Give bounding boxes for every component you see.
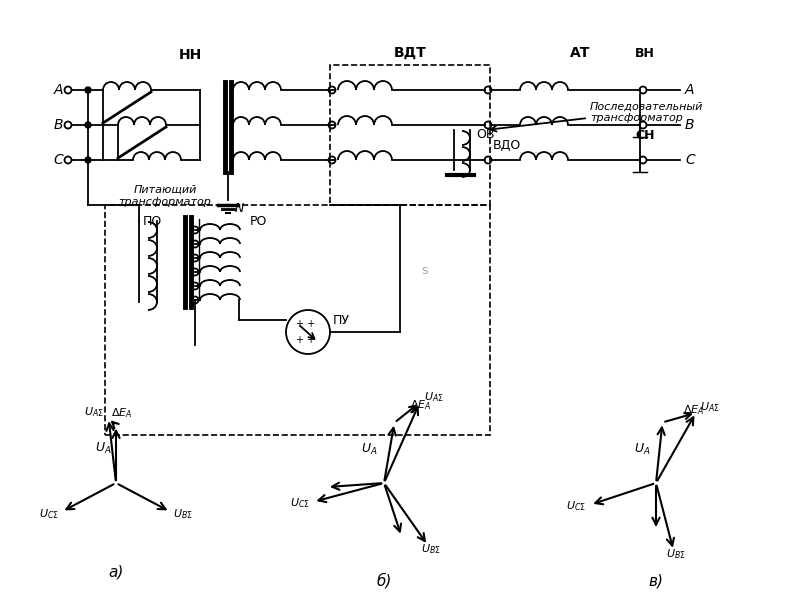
Text: ПО: ПО <box>142 215 162 228</box>
Text: A: A <box>54 83 63 97</box>
Text: B: B <box>54 118 63 132</box>
Text: $U_{B\Sigma}$: $U_{B\Sigma}$ <box>173 507 193 521</box>
Text: $U_{C\Sigma}$: $U_{C\Sigma}$ <box>290 496 310 510</box>
Text: НН: НН <box>178 48 202 62</box>
Text: а): а) <box>108 565 124 580</box>
Text: $U_{C\Sigma}$: $U_{C\Sigma}$ <box>39 507 59 521</box>
Text: N: N <box>235 202 244 215</box>
Text: ПУ: ПУ <box>333 313 350 326</box>
Text: A: A <box>685 83 694 97</box>
Text: $U_{B\Sigma}$: $U_{B\Sigma}$ <box>421 542 441 556</box>
Text: $U_{A\Sigma}$: $U_{A\Sigma}$ <box>700 400 720 414</box>
Bar <box>330 65 490 205</box>
Text: ВДТ: ВДТ <box>394 46 426 60</box>
Text: $U_A$: $U_A$ <box>634 442 650 457</box>
Text: C: C <box>685 153 694 167</box>
Text: СН: СН <box>635 129 654 142</box>
Text: $\Delta E_A$: $\Delta E_A$ <box>410 398 432 412</box>
Text: Последовательный
трансформатор: Последовательный трансформатор <box>590 101 703 123</box>
Text: в): в) <box>649 573 663 588</box>
Text: ВДО: ВДО <box>493 139 522 152</box>
Text: $\Delta E_A$: $\Delta E_A$ <box>682 403 704 417</box>
Text: $U_A$: $U_A$ <box>361 442 378 457</box>
Text: + +: + + <box>296 335 315 345</box>
Text: $U_{C\Sigma}$: $U_{C\Sigma}$ <box>566 499 586 513</box>
Text: б): б) <box>376 572 392 588</box>
Text: ОВ: ОВ <box>476 128 494 142</box>
Text: C: C <box>54 153 63 167</box>
Text: ВН: ВН <box>635 47 655 60</box>
Bar <box>105 205 490 435</box>
Text: B: B <box>685 118 694 132</box>
Text: РО: РО <box>250 215 267 228</box>
Text: АТ: АТ <box>570 46 590 60</box>
Circle shape <box>85 157 91 163</box>
Text: $U_{A\Sigma}$: $U_{A\Sigma}$ <box>424 390 444 404</box>
Text: $U_{B\Sigma}$: $U_{B\Sigma}$ <box>666 547 686 561</box>
Circle shape <box>85 122 91 128</box>
Text: $U_{A\Sigma}$: $U_{A\Sigma}$ <box>84 406 104 419</box>
Text: $U_A$: $U_A$ <box>95 441 111 456</box>
Text: $\Delta E_A$: $\Delta E_A$ <box>111 406 132 420</box>
Text: + +: + + <box>296 319 315 329</box>
Text: s: s <box>422 263 428 277</box>
Text: Питающий
трансформатор: Питающий трансформатор <box>118 185 211 206</box>
Circle shape <box>85 87 91 93</box>
